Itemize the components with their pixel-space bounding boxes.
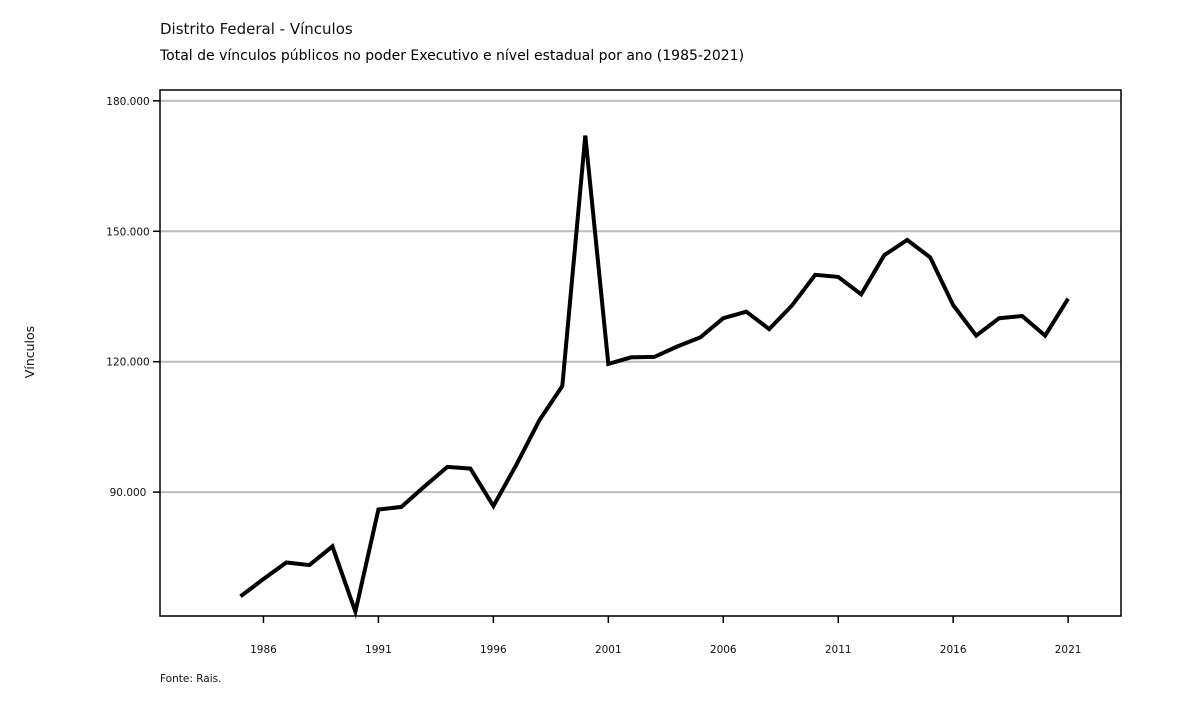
y-axis-title: Vínculos — [22, 326, 37, 378]
chart-title: Total de vínculos públicos no poder Exec… — [160, 48, 745, 64]
x-tick-label: 2011 — [825, 644, 852, 656]
y-tick-label: 90.000 — [110, 487, 147, 499]
x-tick-label: 1996 — [480, 644, 507, 656]
x-tick-label: 2016 — [940, 644, 967, 656]
gridlines — [160, 99, 1121, 494]
x-axis: 1986 1991 1996 2001 2006 2011 2016 2021 — [250, 616, 1081, 656]
source-note: Fonte: Rais. — [160, 673, 222, 685]
y-tick-label: 150.000 — [106, 226, 149, 238]
x-tick-label: 2021 — [1055, 644, 1082, 656]
x-tick-label: 1986 — [250, 644, 277, 656]
series-line — [239, 135, 1070, 619]
chart-subtitle: Distrito Federal - Vínculos — [160, 20, 353, 38]
x-tick-label: 2006 — [710, 644, 737, 656]
series-layer — [239, 135, 1070, 619]
y-tick-label: 120.000 — [106, 357, 149, 369]
y-tick-label: 180.000 — [106, 96, 149, 108]
y-axis: 90.000 120.000 150.000 180.000 — [106, 96, 160, 499]
plot-frame — [159, 89, 1122, 617]
x-tick-label: 2001 — [595, 644, 622, 656]
x-tick-label: 1991 — [365, 644, 392, 656]
